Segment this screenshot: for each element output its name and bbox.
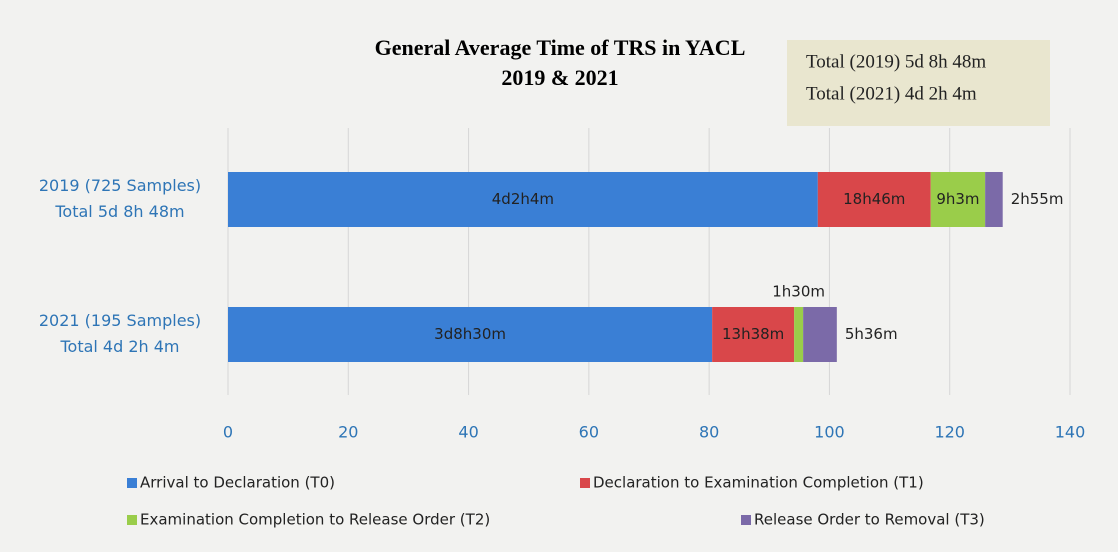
chart-title: General Average Time of TRS in YACL bbox=[375, 35, 746, 60]
x-tick-label: 120 bbox=[934, 423, 965, 442]
x-tick-label: 100 bbox=[814, 423, 845, 442]
legend-label: Examination Completion to Release Order … bbox=[140, 511, 490, 529]
value-label: 18h46m bbox=[843, 190, 905, 208]
bar-segment bbox=[712, 307, 795, 362]
legend-label: Release Order to Removal (T3) bbox=[754, 511, 985, 529]
x-tick-label: 40 bbox=[458, 423, 478, 442]
bar-segment bbox=[803, 307, 837, 362]
x-tick-label: 60 bbox=[579, 423, 599, 442]
annotation: Total (2019) 5d 8h 48m bbox=[806, 51, 986, 72]
x-tick-label: 0 bbox=[223, 423, 233, 442]
bar-segment bbox=[228, 172, 818, 227]
legend-label: Declaration to Examination Completion (T… bbox=[593, 474, 924, 492]
value-label: 13h38m bbox=[722, 325, 784, 343]
x-tick-label: 80 bbox=[699, 423, 719, 442]
legend-swatch bbox=[741, 515, 751, 525]
legend-swatch bbox=[127, 515, 137, 525]
value-label: 5h36m bbox=[845, 325, 898, 343]
chart-subtitle: 2019 & 2021 bbox=[501, 65, 618, 90]
category-total: Total 4d 2h 4m bbox=[59, 337, 179, 356]
category-label: 2021 (195 Samples) bbox=[39, 311, 201, 330]
bar-segment bbox=[794, 307, 804, 362]
annotation-box bbox=[787, 40, 1050, 126]
annotation: Total (2021) 4d 2h 4m bbox=[806, 83, 977, 104]
value-label: 2h55m bbox=[1011, 190, 1064, 208]
value-label: 3d8h30m bbox=[434, 325, 506, 343]
bar-segment bbox=[930, 172, 986, 227]
value-label: 9h3m bbox=[936, 190, 979, 208]
legend-label: Arrival to Declaration (T0) bbox=[140, 474, 335, 492]
value-label: 4d2h4m bbox=[492, 190, 554, 208]
x-tick-label: 20 bbox=[338, 423, 358, 442]
legend-swatch bbox=[127, 478, 137, 488]
bar-segment bbox=[228, 307, 713, 362]
bar-segment bbox=[985, 172, 1003, 227]
category-total: Total 5d 8h 48m bbox=[54, 202, 184, 221]
category-label: 2019 (725 Samples) bbox=[39, 176, 201, 195]
bar-segment bbox=[817, 172, 931, 227]
legend-swatch bbox=[580, 478, 590, 488]
value-label: 1h30m bbox=[772, 283, 825, 301]
x-tick-label: 140 bbox=[1055, 423, 1086, 442]
